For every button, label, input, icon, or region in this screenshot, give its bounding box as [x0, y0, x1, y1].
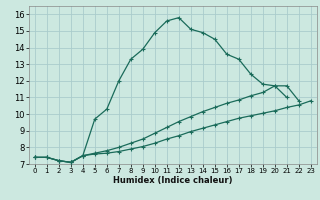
X-axis label: Humidex (Indice chaleur): Humidex (Indice chaleur) — [113, 176, 233, 185]
